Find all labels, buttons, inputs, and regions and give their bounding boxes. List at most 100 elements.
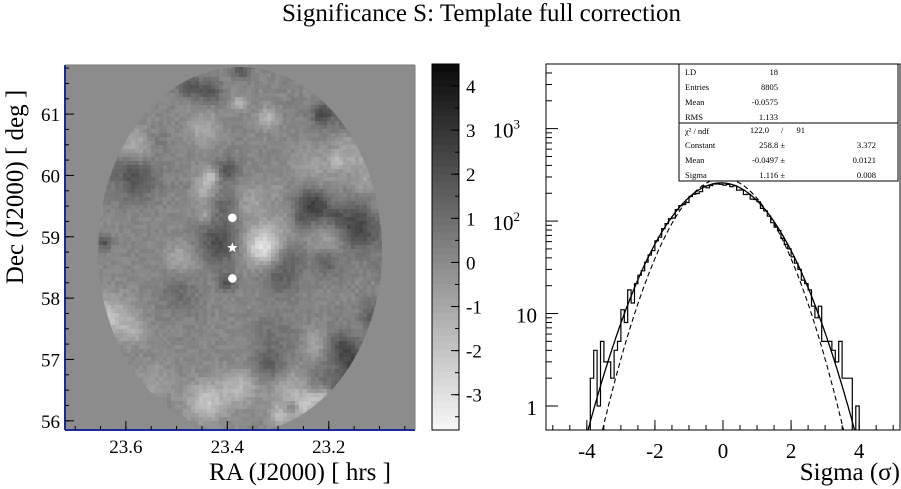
sky-map-cell [123,233,127,237]
sky-map-cell [287,341,291,345]
sky-map-cell [347,317,351,321]
sky-map-cell [271,305,275,309]
sky-map-cell [315,121,319,125]
sky-map-cell [343,261,347,265]
sky-map-cell [191,209,195,213]
sky-map-cell [307,325,311,329]
sky-map-cell [295,237,299,241]
sky-map-cell [195,117,199,121]
sky-map-cell [151,289,155,293]
sky-map-cell [127,329,131,333]
sky-map-cell [259,141,263,145]
sky-map-cell [163,265,167,269]
sky-map-cell [295,189,299,193]
sky-map-cell [227,313,231,317]
sky-map-cell [151,349,155,353]
sky-map-cell [103,229,107,233]
sky-map-cell [347,281,351,285]
sky-map-cell [347,137,351,141]
sky-map-cell [131,141,135,145]
sky-map-cell [243,345,247,349]
sky-map-cell [143,369,147,373]
sky-map-cell [107,265,111,269]
sky-map-cell [235,229,239,233]
sky-map-cell [367,225,371,229]
sky-map-cell [299,181,303,185]
sky-map-cell [279,189,283,193]
sky-map-cell [291,313,295,317]
sky-map-cell [223,185,227,189]
sky-map-cell [275,333,279,337]
sky-map-cell [115,209,119,213]
sky-map-cell [119,293,123,297]
sky-map-cell [263,209,267,213]
sky-map-cell [199,177,203,181]
sky-map-cell [127,313,131,317]
sky-map-cell [339,261,343,265]
sky-map-cell [171,117,175,121]
sky-map-cell [295,309,299,313]
sky-map-cell [307,317,311,321]
sky-map-cell [311,161,315,165]
sky-map-cell [283,313,287,317]
sky-map-cell [135,233,139,237]
sky-map-cell [227,209,231,213]
sky-map-cell [127,149,131,153]
sky-map-cell [231,261,235,265]
sky-map-cell [191,257,195,261]
sky-map-cell [167,97,171,101]
sky-map-cell [375,285,379,289]
sky-map-cell [331,325,335,329]
sky-map-cell [147,361,151,365]
sky-map-cell [287,325,291,329]
sky-map-cell [367,245,371,249]
sky-map-cell [167,341,171,345]
sky-map-cell [355,321,359,325]
sky-map-cell [259,121,263,125]
sky-map-cell [171,337,175,341]
sky-map-cell [227,129,231,133]
sky-map-cell [283,209,287,213]
sky-map-cell [155,293,159,297]
sky-map-cell [203,141,207,145]
sky-map-cell [243,249,247,253]
sky-map-cell [147,285,151,289]
sky-map-cell [255,197,259,201]
sky-map-cell [111,201,115,205]
sky-map-cell [159,317,163,321]
sky-map-cell [339,245,343,249]
sky-map-cell [219,137,223,141]
sky-map-cell [211,381,215,385]
sky-map-cell [295,341,299,345]
sky-map-cell [219,189,223,193]
sky-map-cell [175,241,179,245]
sky-map-cell [175,285,179,289]
sky-map-cell [331,269,335,273]
sky-map-cell [183,165,187,169]
sky-map-cell [239,141,243,145]
sky-map-cell [311,217,315,221]
sky-map-cell [315,133,319,137]
sky-map-cell [267,81,271,85]
sky-map-cell [159,337,163,341]
sky-map-cell [195,193,199,197]
sky-map-cell [171,293,175,297]
sky-map-cell [307,177,311,181]
sky-map-cell [379,273,382,277]
sky-map-cell [239,185,243,189]
sky-map-cell [359,341,363,345]
sky-map-cell [223,329,227,333]
sky-map-cell [331,337,335,341]
sky-map-cell [259,137,263,141]
sky-map-cell [147,117,151,121]
sky-map-cell [107,285,111,289]
sky-map-cell [163,157,167,161]
sky-map-cell [335,233,339,237]
sky-map-cell [339,173,343,177]
sky-map-cell [139,153,143,157]
sky-map-cell [287,333,291,337]
sky-map-cell [315,217,319,221]
sky-map-cell [191,229,195,233]
sky-map-cell [183,369,187,373]
